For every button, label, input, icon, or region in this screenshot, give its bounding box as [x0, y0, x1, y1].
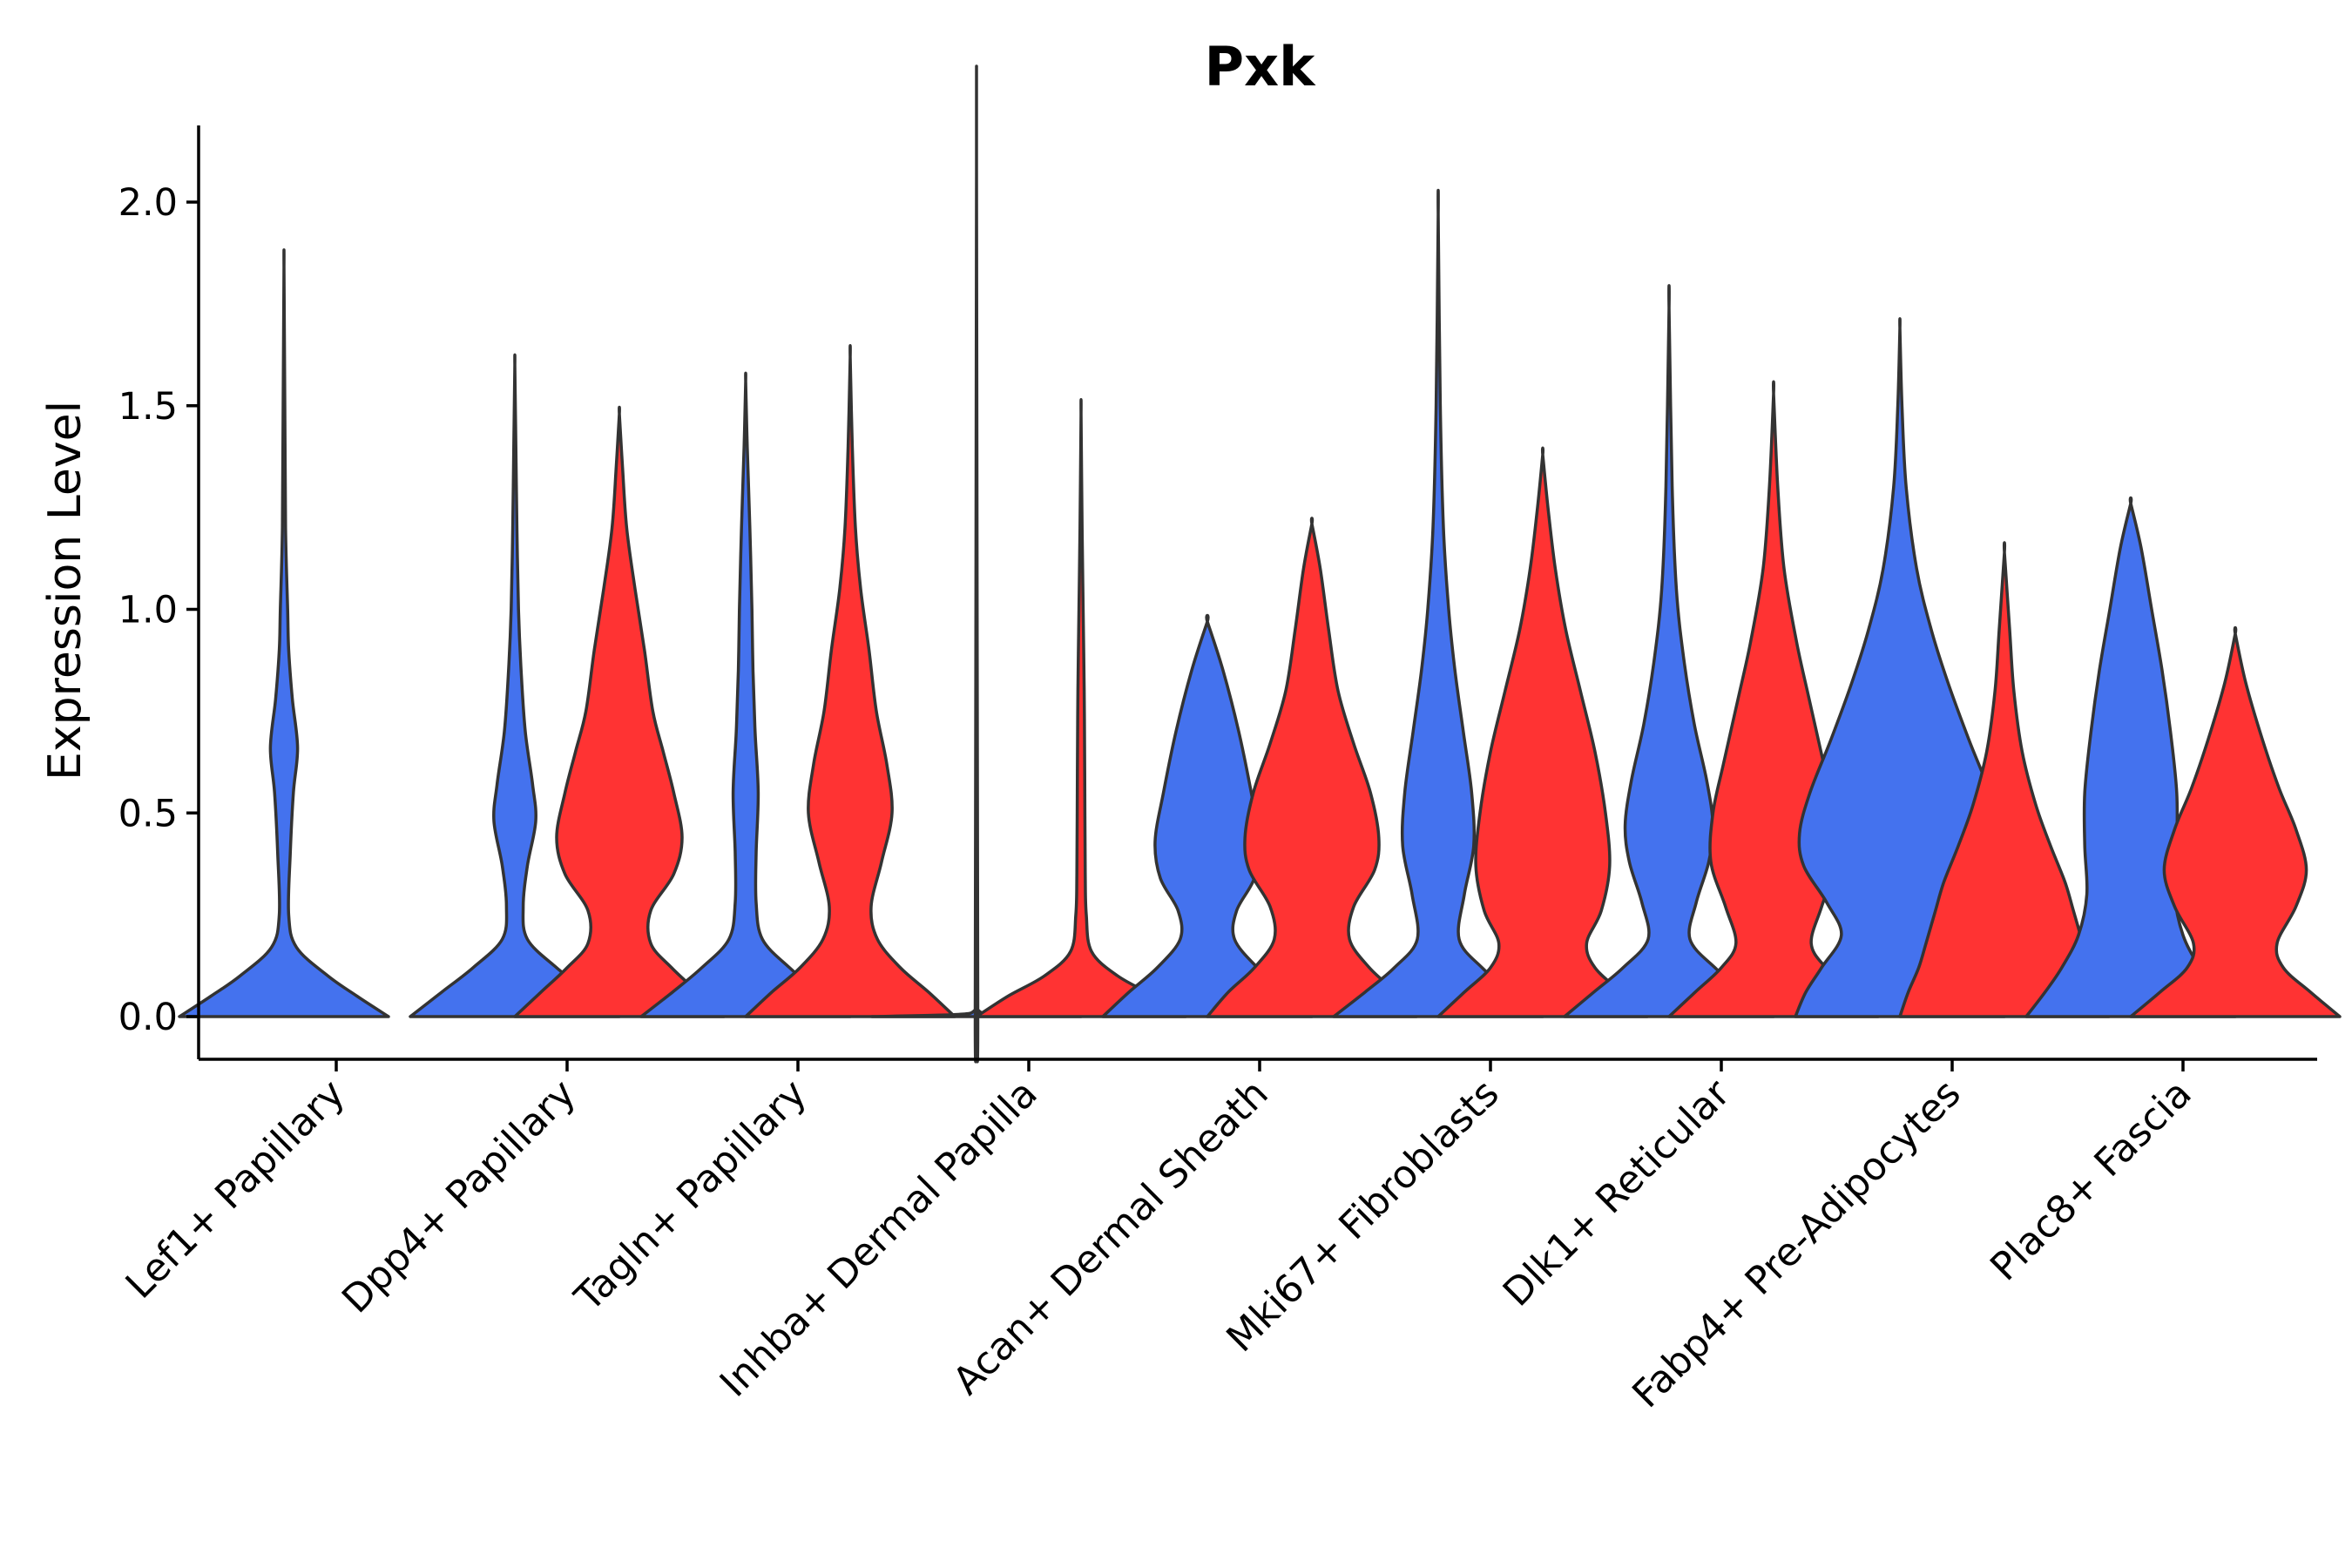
violin-red-4 — [1206, 517, 1418, 1018]
y-tick-label: 0.0 — [118, 996, 178, 1039]
y-tick-label: 0.5 — [118, 792, 178, 835]
plot-area — [178, 64, 2342, 1064]
y-axis: 0.0 0.5 1.0 1.5 2.0 — [118, 125, 200, 1059]
violin-red-5 — [1436, 446, 1649, 1018]
violin-blue-5 — [1332, 189, 1544, 1018]
y-axis-label: Expression Level — [39, 401, 91, 781]
y-tick-label: 2.0 — [118, 181, 178, 225]
chart-title: Pxk — [1205, 35, 1316, 98]
x-tick-label: Dlk1+ Reticular — [1495, 1071, 1740, 1315]
x-tick-label: Lef1+ Papillary — [118, 1071, 354, 1308]
y-tick-label: 1.5 — [118, 385, 178, 429]
violin-red-8 — [2129, 625, 2342, 1018]
x-tick-label: Tagln+ Papillary — [566, 1071, 815, 1321]
violin-red-1 — [513, 405, 726, 1018]
violin-red-7 — [1898, 541, 2111, 1018]
violin-blue-0 — [178, 248, 390, 1018]
violin-blue-1 — [409, 353, 621, 1018]
violin-blue-3 — [870, 64, 1083, 1064]
violin-blue-2 — [639, 371, 852, 1018]
x-tick-label: Dpp4+ Papillary — [334, 1071, 585, 1322]
y-tick-label: 1.0 — [118, 589, 178, 632]
violin-red-2 — [744, 344, 956, 1018]
violin-blue-6 — [1563, 284, 1775, 1018]
violin-red-3 — [975, 397, 1187, 1018]
violin-blue-4 — [1101, 613, 1314, 1018]
x-tick-label: Plac8+ Fascia — [1982, 1071, 2200, 1290]
